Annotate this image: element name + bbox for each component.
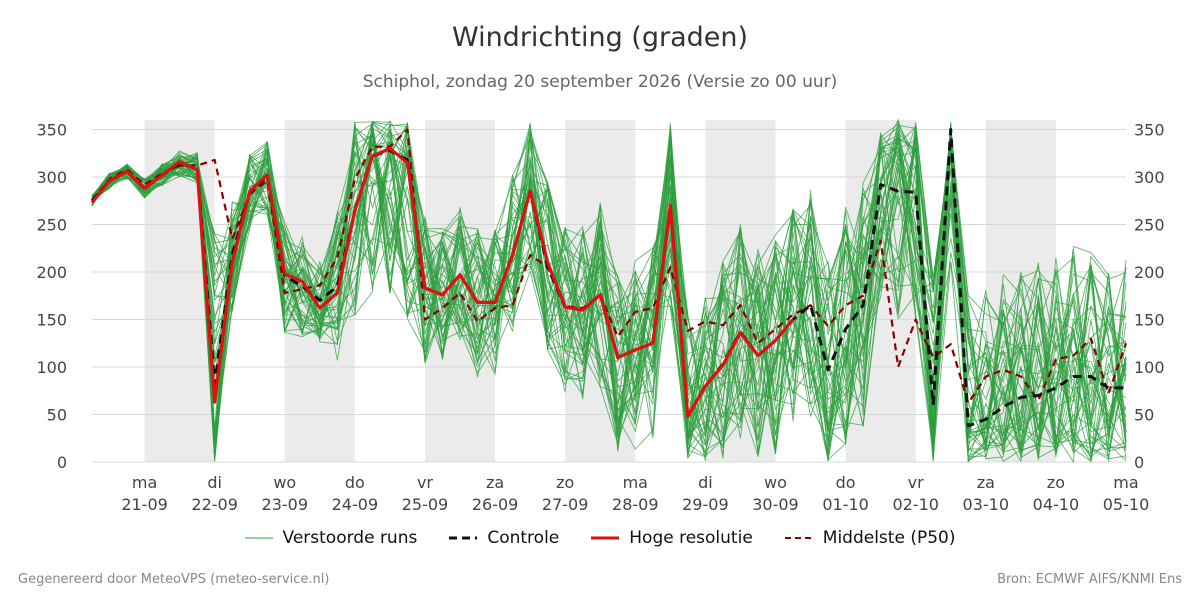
y-tick-label-left: 100 bbox=[36, 358, 67, 377]
x-tick-date: 26-09 bbox=[472, 495, 519, 514]
y-tick-label-left: 350 bbox=[36, 121, 67, 140]
chart-subtitle: Schiphol, zondag 20 september 2026 (Vers… bbox=[362, 72, 838, 92]
x-tick-day: ma bbox=[1113, 473, 1138, 492]
legend-label-ensemble: Verstoorde runs bbox=[282, 528, 418, 548]
x-tick-date: 25-09 bbox=[402, 495, 449, 514]
x-tick-date: 21-09 bbox=[121, 495, 168, 514]
x-tick-day: do bbox=[345, 473, 365, 492]
y-tick-label-left: 200 bbox=[36, 263, 67, 282]
main-series bbox=[90, 128, 1128, 428]
y-tick-label-left: 0 bbox=[57, 453, 67, 472]
x-tick-date: 04-10 bbox=[1033, 495, 1080, 514]
x-tick-day: zo bbox=[1047, 473, 1065, 492]
ensemble-run-line bbox=[91, 150, 1127, 459]
ensemble-swatch-icon bbox=[244, 537, 273, 539]
y-tick-label-right: 300 bbox=[1134, 168, 1165, 187]
y-tick-label-left: 300 bbox=[36, 168, 67, 187]
median-series-line bbox=[91, 128, 1128, 405]
x-tick-day: vr bbox=[417, 473, 433, 492]
x-tick-date: 29-09 bbox=[682, 495, 729, 514]
legend-item-ensemble: Verstoorde runs bbox=[244, 528, 418, 548]
x-tick-day: di bbox=[698, 473, 713, 492]
control-swatch-icon bbox=[449, 536, 478, 540]
x-tick-date: 28-09 bbox=[612, 495, 659, 514]
footer-source: Bron: ECMWF AIFS/KNMI Ens bbox=[997, 572, 1182, 587]
legend-item-median: Middelste (P50) bbox=[784, 528, 956, 548]
x-tick-day: ma bbox=[132, 473, 157, 492]
x-tick-day: ma bbox=[623, 473, 648, 492]
x-tick-date: 22-09 bbox=[191, 495, 238, 514]
y-tick-label-right: 100 bbox=[1134, 358, 1165, 377]
y-tick-label-right: 150 bbox=[1134, 311, 1165, 330]
legend-item-control: Controle bbox=[449, 528, 559, 548]
y-tick-label-left: 50 bbox=[47, 406, 67, 425]
x-tick-date: 03-10 bbox=[963, 495, 1010, 514]
x-tick-day: zo bbox=[556, 473, 574, 492]
x-tick-date: 30-09 bbox=[752, 495, 799, 514]
y-tick-label-right: 200 bbox=[1134, 263, 1165, 282]
footer-generated-by: Gegenereerd door MeteoVPS (meteo-service… bbox=[18, 572, 330, 587]
y-tick-label-right: 50 bbox=[1134, 406, 1154, 425]
chart-title: Windrichting (graden) bbox=[451, 22, 749, 53]
axis-labels: 0 0 50 50 100 100 150 150 200 200 250 250 300 300 350 3… bbox=[36, 121, 1164, 515]
x-tick-date: 27-09 bbox=[542, 495, 589, 514]
x-tick-date: 24-09 bbox=[332, 495, 379, 514]
x-tick-day: wo bbox=[764, 473, 787, 492]
y-tick-label-right: 350 bbox=[1134, 121, 1165, 140]
y-tick-label-left: 150 bbox=[36, 311, 67, 330]
high-res-series-line bbox=[90, 146, 795, 418]
ensemble-run-line bbox=[91, 131, 1127, 459]
legend: Verstoorde runs Controle Hoge resolutie … bbox=[0, 528, 1200, 548]
y-tick-label-right: 250 bbox=[1134, 216, 1165, 235]
x-tick-day: za bbox=[486, 473, 504, 492]
x-tick-day: di bbox=[207, 473, 222, 492]
median-swatch-icon bbox=[784, 537, 813, 539]
x-tick-date: 05-10 bbox=[1103, 495, 1150, 514]
x-tick-day: vr bbox=[908, 473, 924, 492]
legend-label-median: Middelste (P50) bbox=[822, 528, 956, 548]
legend-item-high-res: Hoge resolutie bbox=[591, 528, 753, 548]
legend-label-control: Controle bbox=[487, 528, 560, 548]
y-tick-label-left: 250 bbox=[36, 216, 67, 235]
high-res-swatch-icon bbox=[591, 536, 620, 540]
legend-label-high-res: Hoge resolutie bbox=[629, 528, 753, 548]
x-tick-day: do bbox=[836, 473, 856, 492]
y-tick-label-right: 0 bbox=[1134, 453, 1144, 472]
x-tick-day: wo bbox=[273, 473, 296, 492]
ensemble-run-line bbox=[91, 129, 1127, 455]
x-tick-date: 23-09 bbox=[262, 495, 309, 514]
x-tick-date: 02-10 bbox=[892, 495, 939, 514]
x-tick-day: za bbox=[977, 473, 995, 492]
x-tick-date: 01-10 bbox=[822, 495, 869, 514]
